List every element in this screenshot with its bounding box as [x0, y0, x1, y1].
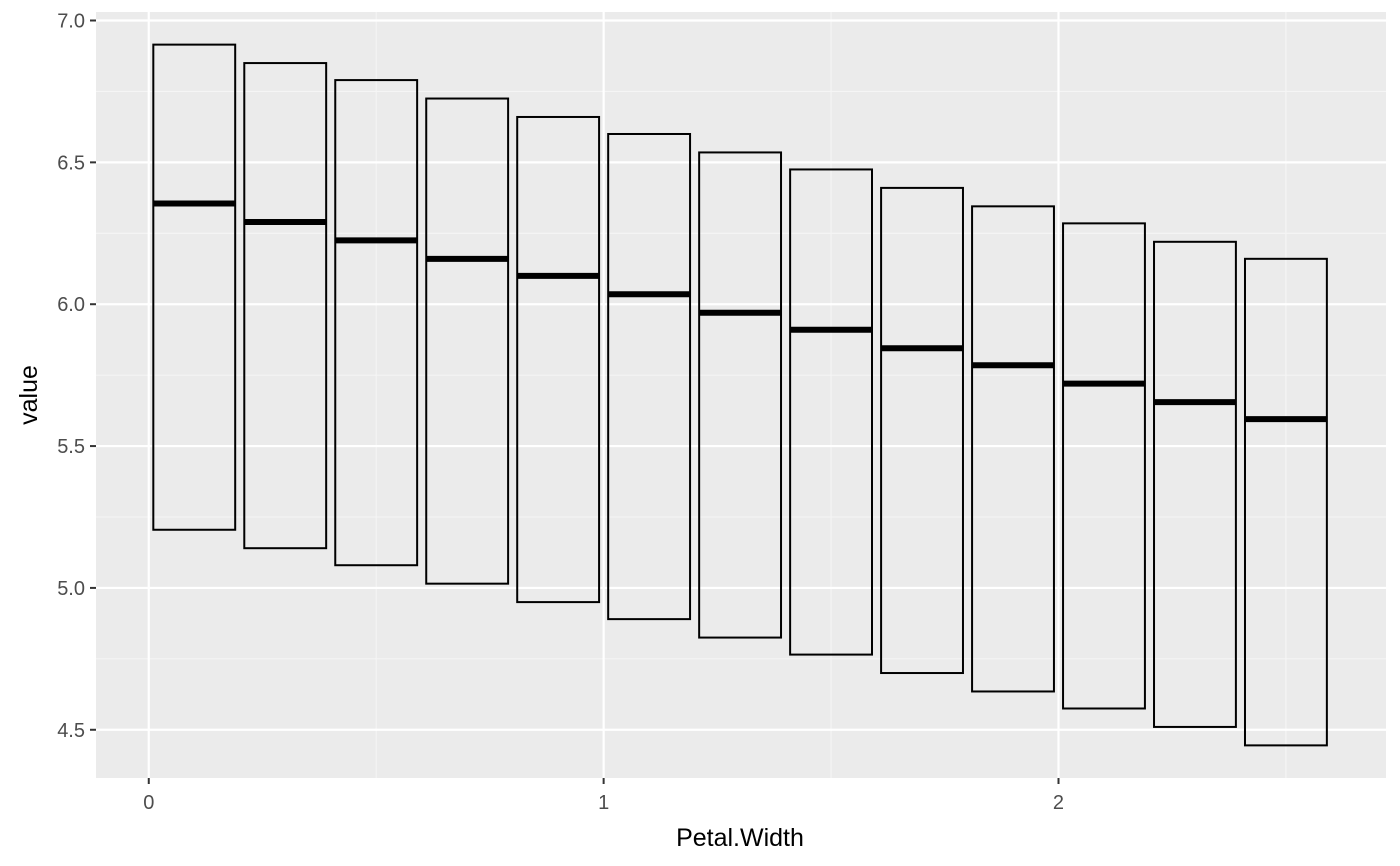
crossbar-box: [971, 205, 1055, 693]
crossbar-box: [698, 151, 783, 639]
x-axis-title: Petal.Width: [676, 824, 804, 852]
x-axis: 0 1 2: [143, 778, 1064, 814]
x-tick-label: 0: [143, 792, 154, 814]
crossbars: [152, 43, 1328, 747]
crossbar-box: [425, 97, 510, 585]
crossbar-box: [1243, 257, 1328, 747]
y-tick-label: 4.5: [57, 720, 85, 742]
major-x-gridlines: [147, 12, 1060, 778]
minor-y-gridlines: [96, 90, 1386, 660]
y-tick-label: 6.5: [57, 152, 85, 174]
y-axis-title: value: [15, 365, 43, 425]
plot-panel: [96, 12, 1386, 778]
y-tick-label: 7.0: [57, 11, 85, 33]
crossbar-box: [1062, 222, 1146, 710]
y-tick-label: 5.5: [57, 436, 85, 458]
crossbar-box: [1153, 240, 1237, 728]
major-y-gridlines: [96, 19, 1386, 731]
crossbar-box: [607, 132, 692, 621]
x-tick-label: 2: [1053, 792, 1064, 814]
crossbar-box: [334, 79, 419, 567]
crossbar-box: [152, 43, 237, 531]
y-tick-label: 5.0: [57, 578, 85, 600]
crossbar-box: [516, 115, 601, 604]
y-tick-label: 6.0: [57, 294, 85, 316]
crossbar-box: [243, 62, 328, 550]
y-axis: 4.5 5.0 5.5 6.0 6.5 7.0: [57, 11, 96, 742]
minor-x-gridlines: [375, 12, 1287, 778]
x-tick-label: 1: [598, 792, 609, 814]
crossbar-box: [789, 168, 874, 656]
crossbar-box: [880, 186, 964, 675]
